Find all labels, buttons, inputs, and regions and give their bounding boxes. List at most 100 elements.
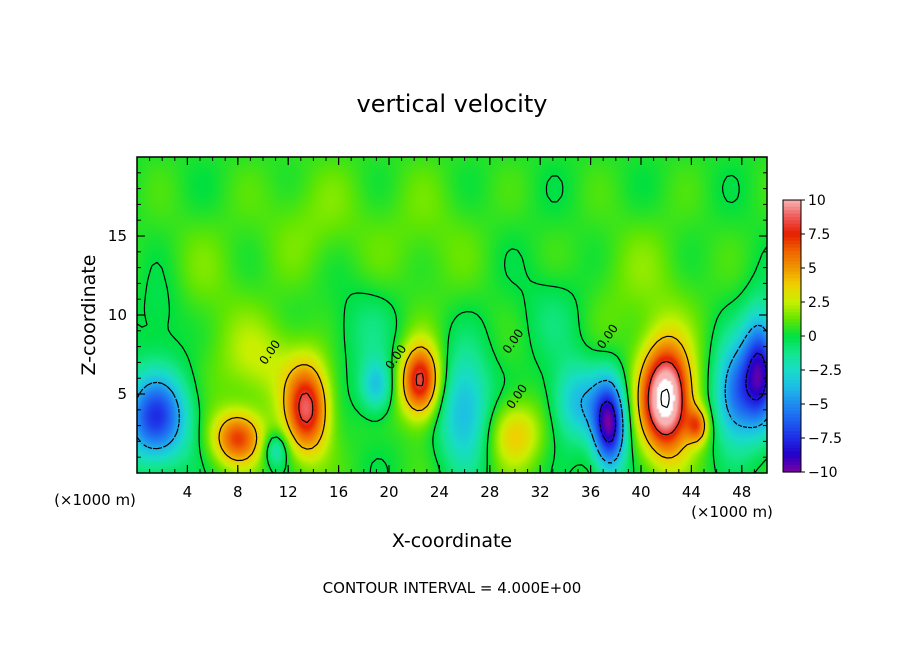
- chart-title: vertical velocity: [357, 90, 548, 118]
- colorbar-swatch: [783, 353, 801, 357]
- colorbar-swatch: [783, 210, 801, 215]
- heatmap-field: [137, 157, 767, 473]
- colorbar-swatch: [783, 220, 801, 225]
- colorbar-swatch: [783, 336, 801, 340]
- y-tick-label: 10: [108, 306, 127, 324]
- colorbar-swatch: [783, 427, 801, 432]
- colorbar-swatch: [783, 203, 801, 208]
- colorbar-swatch: [783, 257, 801, 262]
- colorbar-swatch: [783, 417, 801, 422]
- colorbar-swatch: [783, 251, 801, 255]
- colorbar-swatch: [783, 281, 801, 286]
- colorbar-swatch: [783, 288, 801, 293]
- colorbar-swatch: [783, 465, 801, 470]
- y-axis-label: Z-coordinate: [78, 255, 100, 376]
- x-tick-label: 12: [279, 483, 298, 501]
- colorbar-swatch: [783, 227, 801, 232]
- x-axis-unit-left: (×1000 m): [54, 491, 136, 509]
- heatmap-image: [137, 157, 767, 473]
- colorbar-swatch: [783, 240, 801, 245]
- contour-line: [137, 174, 767, 473]
- x-axis-label: X-coordinate: [392, 530, 512, 552]
- colorbar-swatch: [783, 315, 801, 320]
- colorbar-label: −5: [808, 397, 829, 413]
- colorbar-swatch: [783, 213, 801, 218]
- x-tick-label: 24: [430, 483, 449, 501]
- colorbar-swatch: [783, 308, 801, 313]
- colorbar-swatch: [783, 421, 801, 425]
- contour-line: [298, 360, 683, 436]
- colorbar-swatch: [783, 393, 801, 398]
- colorbar-swatch: [783, 458, 801, 463]
- x-tick-label: 28: [480, 483, 499, 501]
- colorbar-swatch: [783, 295, 801, 300]
- colorbar-swatch: [783, 373, 801, 378]
- colorbar-swatch: [783, 223, 801, 228]
- colorbar-swatch: [783, 325, 801, 330]
- colorbar-swatch: [783, 332, 801, 337]
- x-tick-label: 48: [732, 483, 751, 501]
- colorbar-swatch: [783, 431, 801, 436]
- colorbar-swatch: [783, 230, 801, 235]
- colorbar-swatch: [783, 274, 801, 279]
- colorbar-swatch: [783, 200, 801, 204]
- colorbar-label: −7.5: [808, 431, 842, 447]
- colorbar-swatch: [783, 261, 801, 266]
- colorbar-swatch: [783, 268, 801, 272]
- colorbar-swatch: [783, 322, 801, 327]
- colorbar-swatch: [783, 441, 801, 446]
- colorbar-swatch: [783, 349, 801, 354]
- colorbar-swatch: [783, 383, 801, 388]
- colorbar-swatch: [783, 366, 801, 371]
- colorbar-label: 0: [808, 329, 817, 345]
- colorbar-swatch: [783, 451, 801, 456]
- colorbar-swatch: [783, 376, 801, 381]
- contour-line: [599, 352, 767, 443]
- colorbar-swatch: [783, 359, 801, 364]
- colorbar-swatch: [783, 271, 801, 276]
- contour-line: [660, 388, 670, 409]
- colorbar-swatch: [783, 468, 801, 473]
- x-tick-label: 40: [631, 483, 650, 501]
- colorbar-swatch: [783, 312, 801, 317]
- colorbar-swatch: [783, 363, 801, 368]
- x-tick-label: 4: [183, 483, 193, 501]
- contour-line: [218, 335, 706, 462]
- colorbar-swatch: [783, 329, 801, 334]
- colorbar-swatch: [783, 414, 801, 419]
- y-axis-ticks: 5 10 15: [108, 156, 767, 474]
- contour-interval-note: CONTOUR INTERVAL = 4.000E+00: [323, 579, 582, 597]
- colorbar-swatch: [783, 438, 801, 442]
- colorbar-label: −10: [808, 465, 838, 481]
- colorbar-swatch: [783, 305, 801, 310]
- colorbar-swatch: [783, 444, 801, 449]
- colorbar-swatch: [783, 206, 801, 211]
- colorbar-swatch: [783, 410, 801, 415]
- colorbar-swatch: [783, 461, 801, 466]
- colorbar-swatch: [783, 356, 801, 361]
- colorbar-swatch: [783, 400, 801, 405]
- colorbar: 10 7.5 5 2.5 0 −2.5 −5 −7.5 −10: [782, 193, 842, 481]
- contour-lines: [137, 174, 767, 473]
- colorbar-swatch: [783, 244, 801, 249]
- x-tick-label: 16: [329, 483, 348, 501]
- y-tick-label: 15: [108, 227, 127, 245]
- colorbar-swatch: [783, 404, 801, 408]
- colorbar-swatch: [783, 298, 801, 303]
- colorbar-swatch: [783, 380, 801, 385]
- x-tick-label: 20: [379, 483, 398, 501]
- colorbar-swatch: [783, 302, 801, 306]
- colorbar-swatch: [783, 254, 801, 259]
- colorbar-label: 5: [808, 261, 817, 277]
- colorbar-swatch: [783, 455, 801, 459]
- colorbar-swatch: [783, 217, 801, 221]
- colorbar-swatch: [783, 424, 801, 429]
- colorbar-swatch: [783, 390, 801, 395]
- colorbar-label: 10: [808, 193, 826, 209]
- colorbar-label: −2.5: [808, 363, 842, 379]
- colorbar-swatch: [783, 448, 801, 453]
- x-tick-label: 32: [531, 483, 550, 501]
- x-tick-label: 8: [233, 483, 243, 501]
- colorbar-swatch: [783, 237, 801, 242]
